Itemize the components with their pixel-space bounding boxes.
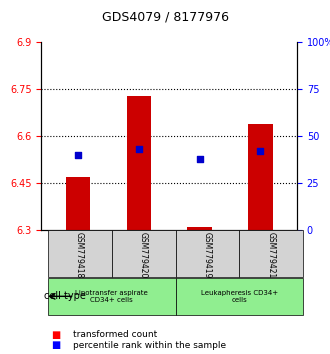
Point bbox=[75, 152, 81, 158]
Text: Leukapheresis CD34+
cells: Leukapheresis CD34+ cells bbox=[201, 290, 278, 303]
Point bbox=[258, 148, 263, 154]
Text: ■: ■ bbox=[51, 340, 61, 350]
Text: GSM779419: GSM779419 bbox=[203, 232, 212, 278]
Text: Lipotransfer aspirate
CD34+ cells: Lipotransfer aspirate CD34+ cells bbox=[75, 290, 148, 303]
Text: percentile rank within the sample: percentile rank within the sample bbox=[73, 341, 226, 350]
Text: ■: ■ bbox=[51, 330, 61, 339]
FancyBboxPatch shape bbox=[48, 278, 176, 315]
Text: GDS4079 / 8177976: GDS4079 / 8177976 bbox=[102, 11, 228, 24]
Bar bbox=[248, 124, 273, 230]
FancyBboxPatch shape bbox=[48, 230, 112, 277]
FancyBboxPatch shape bbox=[240, 230, 303, 277]
Text: GSM779418: GSM779418 bbox=[75, 232, 84, 278]
Text: cell type: cell type bbox=[44, 291, 86, 301]
Point bbox=[136, 147, 141, 152]
Text: transformed count: transformed count bbox=[73, 330, 157, 339]
Text: GSM779421: GSM779421 bbox=[267, 232, 276, 278]
Bar bbox=[66, 177, 90, 230]
FancyBboxPatch shape bbox=[176, 230, 240, 277]
FancyBboxPatch shape bbox=[112, 230, 176, 277]
Bar bbox=[187, 227, 212, 230]
FancyBboxPatch shape bbox=[176, 278, 303, 315]
Bar bbox=[126, 96, 151, 230]
Text: GSM779420: GSM779420 bbox=[139, 232, 148, 278]
Point bbox=[197, 156, 202, 161]
